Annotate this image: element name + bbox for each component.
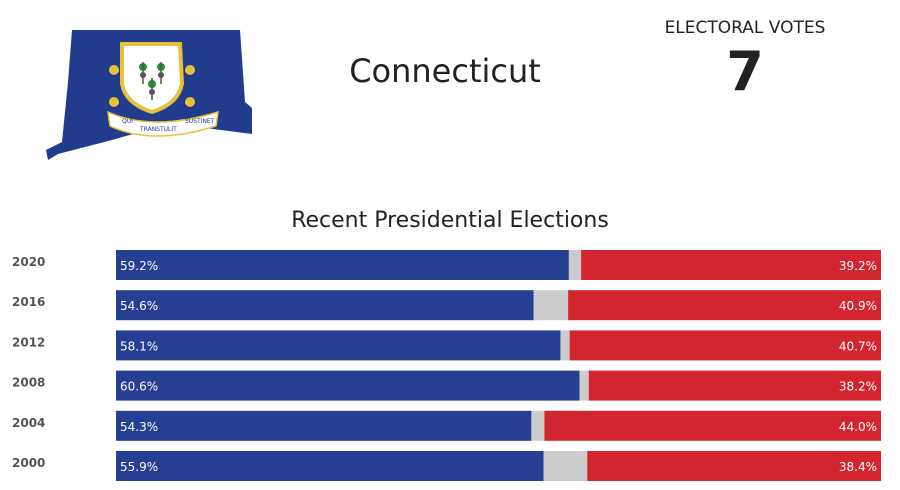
year-label: 2016 xyxy=(12,295,45,309)
chart-title: Recent Presidential Elections xyxy=(291,208,609,233)
rep-value-label: 44.0% xyxy=(839,420,877,434)
motto-word: SUSTINET xyxy=(185,118,215,125)
connecticut-state-map: QUI TRANSTULIT SUSTINET xyxy=(46,30,252,160)
dem-bar xyxy=(116,250,569,280)
rep-value-label: 40.7% xyxy=(839,339,877,353)
year-label: 2012 xyxy=(12,335,45,349)
rep-value-label: 40.9% xyxy=(839,299,877,313)
dem-value-label: 60.6% xyxy=(120,380,158,394)
motto-word: QUI xyxy=(122,118,133,125)
year-label: 2004 xyxy=(12,416,45,430)
electoral-votes-count: 7 xyxy=(726,40,764,103)
rep-bar xyxy=(568,290,881,321)
dem-bar xyxy=(116,370,580,401)
year-label: 2000 xyxy=(12,456,45,470)
state-name: Connecticut xyxy=(349,52,541,90)
dem-value-label: 54.6% xyxy=(120,299,158,313)
dem-value-label: 55.9% xyxy=(120,460,158,474)
state-seal-icon: QUI TRANSTULIT SUSTINET xyxy=(107,42,219,137)
other-bar xyxy=(579,370,589,401)
other-bar xyxy=(533,290,569,321)
dem-bar xyxy=(116,330,561,361)
year-label: 2008 xyxy=(12,376,45,390)
rep-bar xyxy=(588,370,881,401)
rep-value-label: 39.2% xyxy=(839,259,877,273)
rep-value-label: 38.4% xyxy=(839,460,877,474)
rep-value-label: 38.2% xyxy=(839,380,877,394)
other-bar xyxy=(531,410,545,441)
dem-value-label: 58.1% xyxy=(120,339,158,353)
dem-value-label: 54.3% xyxy=(120,420,158,434)
rep-bar xyxy=(587,451,881,481)
dem-bar xyxy=(116,451,544,481)
electoral-votes-label: ELECTORAL VOTES xyxy=(664,18,826,38)
rep-bar xyxy=(544,410,881,441)
dem-bar xyxy=(116,290,534,321)
year-label: 2020 xyxy=(12,255,45,269)
rep-bar xyxy=(569,330,881,361)
other-bar xyxy=(543,451,588,481)
other-bar xyxy=(568,250,582,280)
dem-value-label: 59.2% xyxy=(120,259,158,273)
motto-word: TRANSTULIT xyxy=(139,126,177,133)
other-bar xyxy=(560,330,570,361)
dem-bar xyxy=(116,410,532,441)
rep-bar xyxy=(581,250,881,280)
electoral-votes-box: ELECTORAL VOTES 7 xyxy=(650,18,840,101)
